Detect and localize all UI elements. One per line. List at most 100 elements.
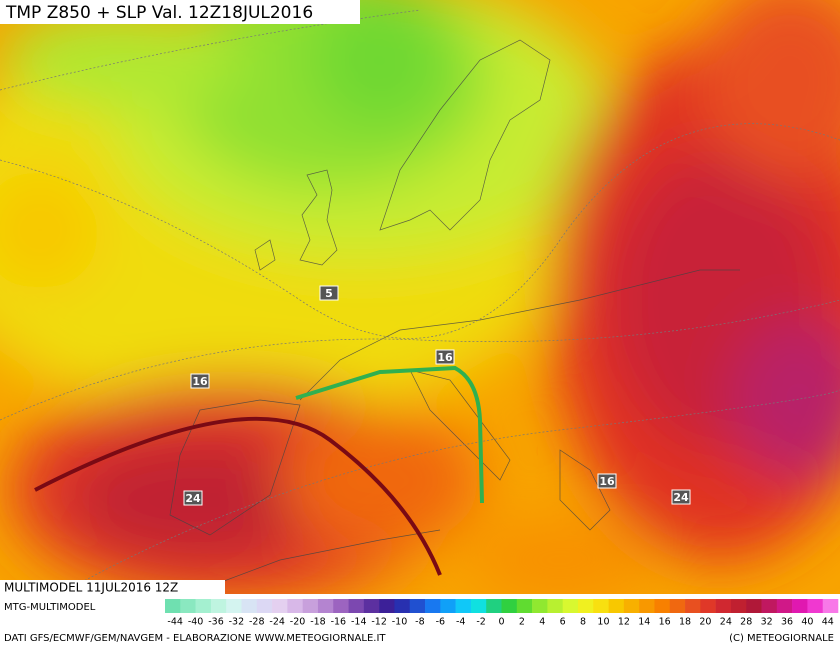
colorbar-label: -44 (167, 617, 183, 628)
colorbar-label: -28 (249, 617, 265, 628)
run-box (0, 580, 225, 594)
color-swatch (394, 599, 411, 613)
colorbar-label: -20 (290, 617, 306, 628)
color-swatch (807, 599, 824, 613)
color-swatch (256, 599, 273, 613)
colorbar-label: -24 (269, 617, 285, 628)
label-box (190, 373, 210, 389)
colorbar-label: -36 (208, 617, 224, 628)
colorbar-label: -16 (331, 617, 347, 628)
color-swatch (532, 599, 548, 613)
contour-label: 16 (192, 375, 208, 388)
color-swatch (608, 599, 625, 613)
credits: DATI GFS/ECMWF/GEM/NAVGEM - ELABORAZIONE… (4, 633, 386, 644)
color-swatch (746, 599, 762, 613)
colorbar-label: -32 (229, 617, 245, 628)
coastlines (169, 39, 740, 591)
isotherm-line (295, 365, 484, 504)
colorbar-label: -6 (436, 617, 445, 628)
colorbar-label: 2 (519, 617, 525, 628)
colorbar-label: 44 (822, 617, 834, 628)
colorbar-label: 16 (659, 617, 671, 628)
color-swatch (776, 599, 793, 613)
color-swatch (593, 599, 609, 613)
color-swatch (547, 599, 563, 613)
label-box (319, 285, 339, 301)
color-swatch (272, 599, 288, 613)
colorbar-label: 20 (699, 617, 711, 628)
colorbar-label: 0 (498, 617, 504, 628)
color-swatch (302, 599, 319, 613)
label-box (671, 489, 691, 505)
contour-label: 24 (673, 491, 689, 504)
colorbar-label: -10 (392, 617, 408, 628)
run-label: MULTIMODEL 11JUL2016 12Z (4, 581, 178, 595)
color-swatch (700, 599, 716, 613)
copyright: (C) METEOGIORNALE (729, 633, 834, 644)
colorbar-label: 24 (720, 617, 732, 628)
color-swatch (685, 599, 701, 613)
color-swatch (425, 599, 441, 613)
colorbar-label: -14 (351, 617, 367, 628)
color-swatch (210, 599, 227, 613)
color-swatch (822, 599, 839, 613)
color-swatch (792, 599, 808, 613)
color-swatch (363, 599, 380, 613)
colorbar-label: 36 (781, 617, 793, 628)
colorbar-label: -4 (456, 617, 465, 628)
colorbar-label: -18 (310, 617, 326, 628)
color-swatch (379, 599, 395, 613)
color-swatch (226, 599, 242, 613)
color-swatch (241, 599, 258, 613)
temperature-field (0, 0, 840, 594)
color-swatch (715, 599, 732, 613)
color-swatch (654, 599, 671, 613)
colorbar-label: 8 (580, 617, 586, 628)
colorbar-label: -12 (371, 617, 387, 628)
label-box (183, 490, 203, 506)
colorbar-label: 10 (597, 617, 609, 628)
colorbar-label: 12 (618, 617, 630, 628)
title: TMP Z850 + SLP Val. 12Z18JUL2016 (5, 3, 313, 23)
contour-label: 16 (437, 351, 453, 364)
contour-label: 24 (185, 492, 201, 505)
color-swatch (440, 599, 456, 613)
contour-label: 5 (325, 287, 333, 300)
model-label: MTG-MULTIMODEL (4, 602, 96, 613)
color-swatch (639, 599, 655, 613)
color-swatch (455, 599, 472, 613)
color-swatch (348, 599, 365, 613)
isobars (0, 9, 840, 594)
color-swatch (195, 599, 212, 613)
color-swatch (761, 599, 778, 613)
colorbar-label: 6 (560, 617, 566, 628)
colorbar-label: -8 (415, 617, 424, 628)
color-swatch (562, 599, 579, 613)
color-swatch (409, 599, 426, 613)
color-swatch (669, 599, 686, 613)
colorbar-label: 28 (740, 617, 752, 628)
color-swatch (486, 599, 502, 613)
color-swatch (577, 599, 594, 613)
color-swatch (470, 599, 487, 613)
ridge-axis (34, 416, 442, 576)
colorbar-label: 14 (638, 617, 650, 628)
color-swatch (623, 599, 640, 613)
color-swatch (333, 599, 349, 613)
colorbar-label: 32 (761, 617, 773, 628)
color-swatch (287, 599, 303, 613)
color-swatch (180, 599, 196, 613)
contour-label: 16 (599, 475, 615, 488)
colorbar-label: 4 (539, 617, 545, 628)
label-box (435, 349, 455, 365)
color-swatch (317, 599, 334, 613)
colorbar-label: 40 (801, 617, 813, 628)
color-swatch (165, 599, 181, 613)
colorbar-label: -2 (476, 617, 485, 628)
label-box (597, 473, 617, 489)
colorbar-label: -40 (188, 617, 204, 628)
colorbar-label: 18 (679, 617, 691, 628)
color-swatch (516, 599, 533, 613)
